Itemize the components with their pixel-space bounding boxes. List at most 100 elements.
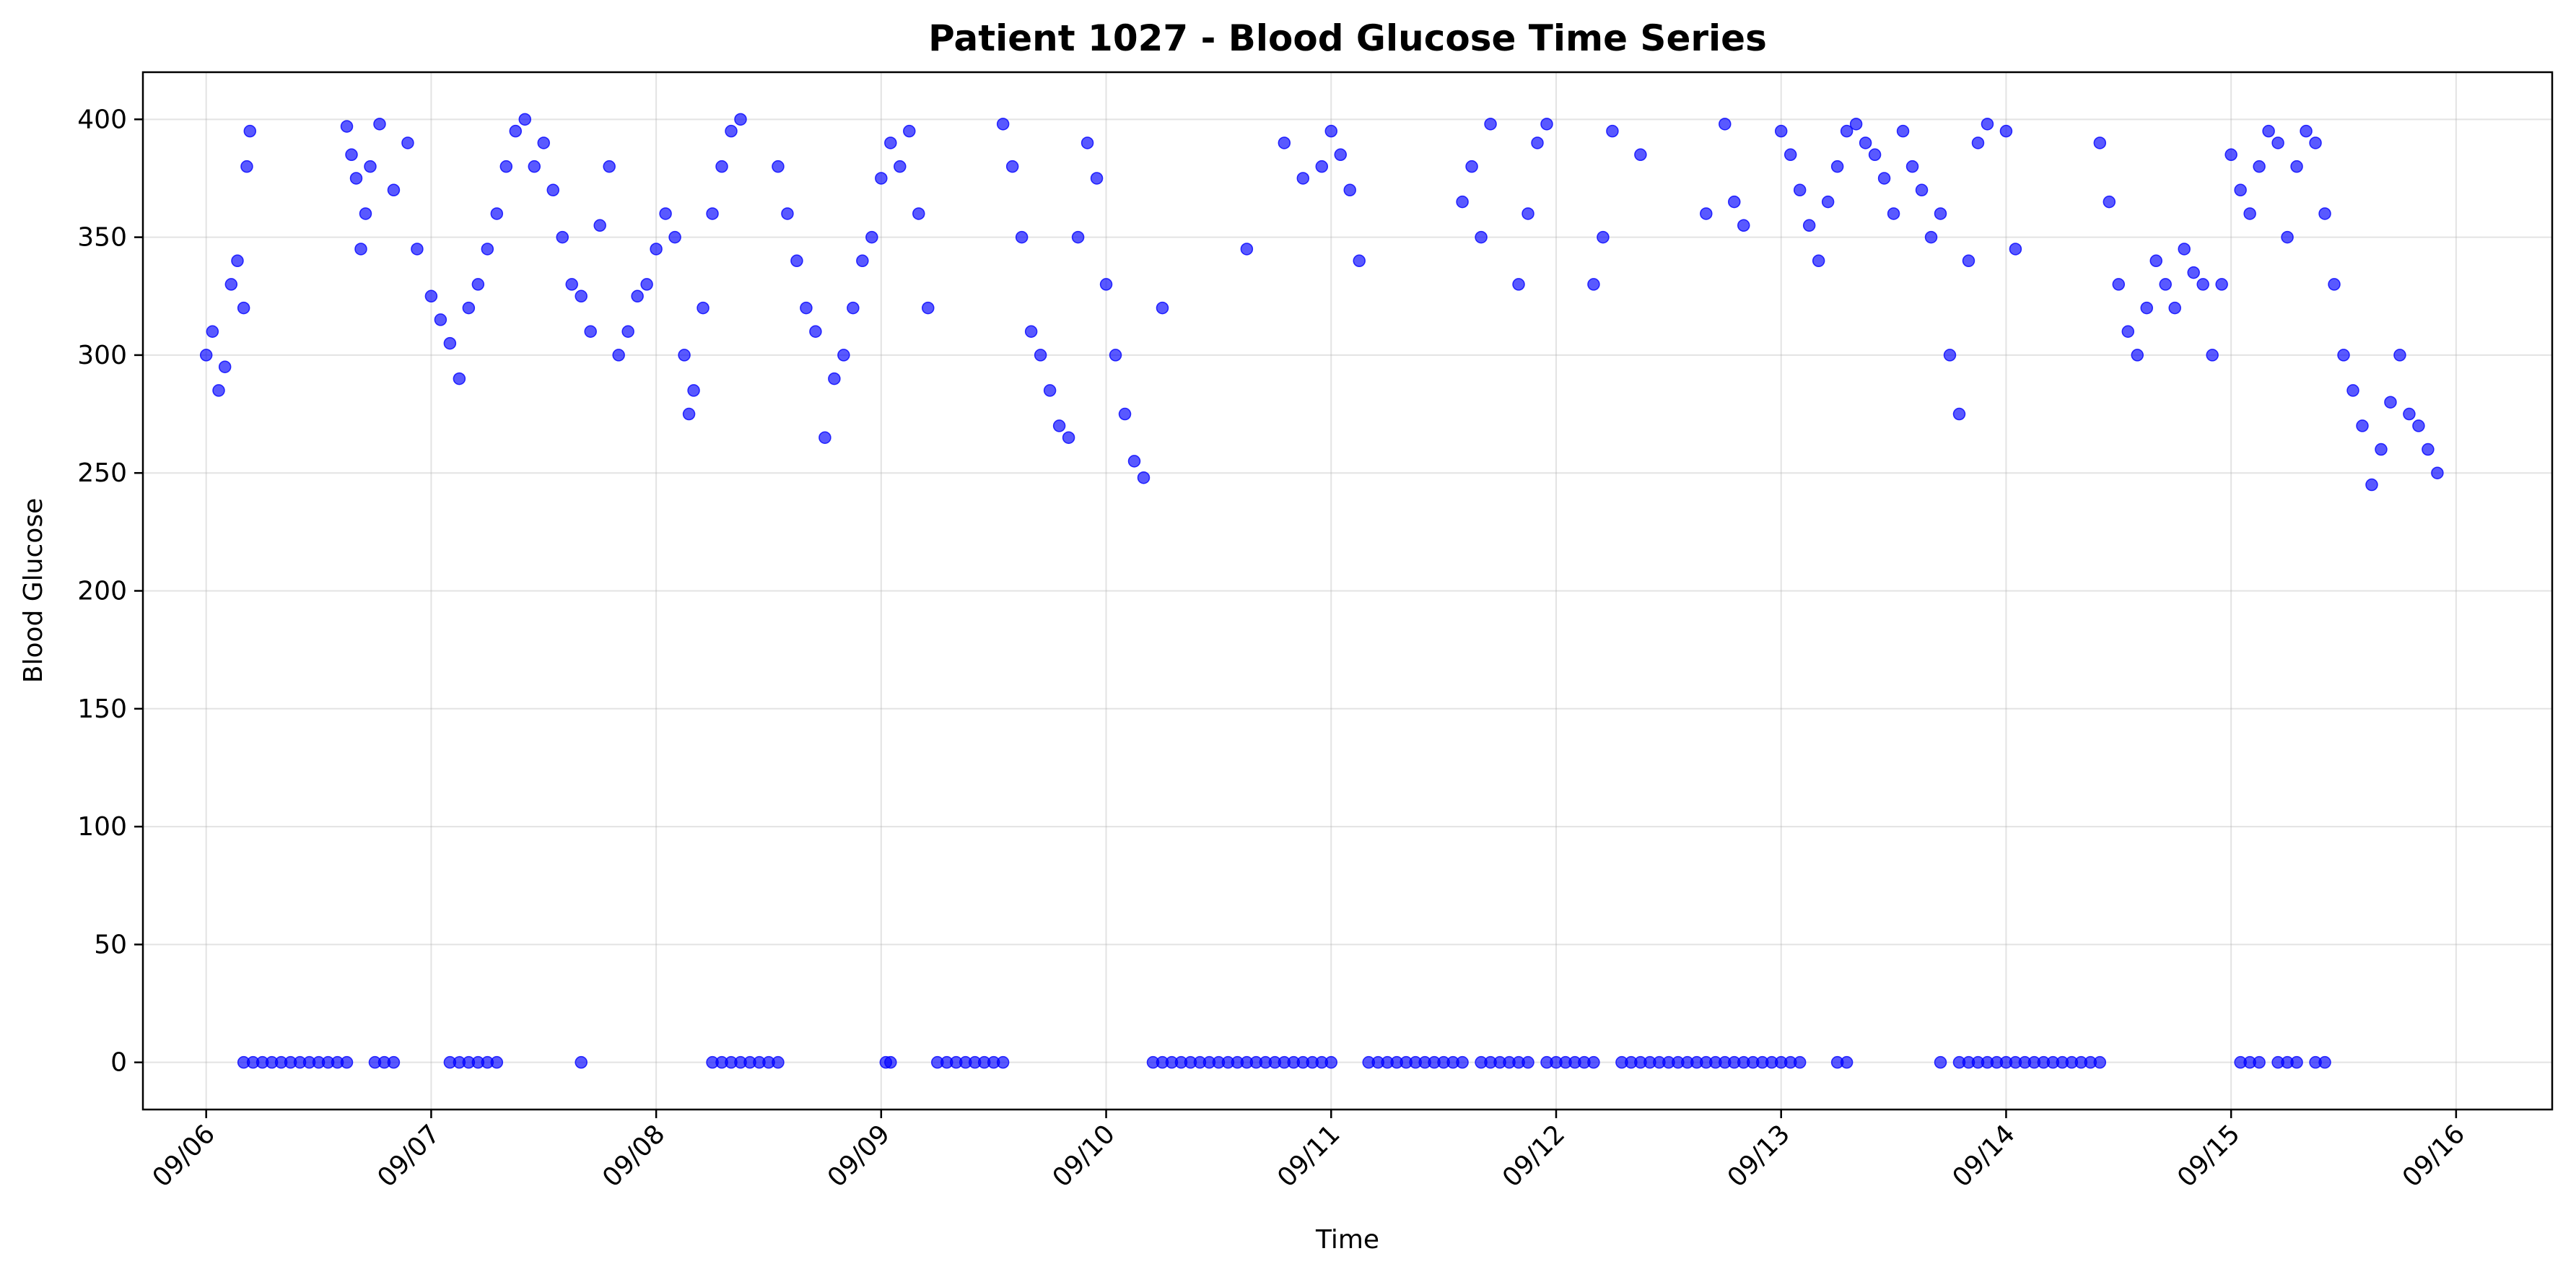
data-point [509,124,523,138]
data-point [631,289,644,303]
y-axis: 0 50 100 150 200 250 300 350 400 [77,105,143,1078]
data-point [856,254,869,268]
data-point [1334,148,1348,162]
data-point [1821,195,1835,209]
data-point [809,325,822,338]
y-tick-label: 100 [77,812,127,842]
data-point [453,372,466,385]
data-point [1934,207,1947,220]
data-point [1999,124,2013,138]
data-point [2253,160,2266,173]
data-point [725,124,738,138]
data-point [1737,219,1750,232]
data-point [2431,466,2444,479]
data-point [884,136,897,149]
data-point [2356,419,2369,432]
data-point [424,289,438,303]
data-point [1062,431,1075,444]
x-axis-label: Time [1315,1225,1379,1255]
data-point [884,1055,897,1069]
data-point [471,278,485,291]
data-point [2149,254,2162,268]
data-point [678,349,691,362]
data-point [1456,1055,1469,1069]
data-point [1934,1055,1947,1069]
data-point [1597,230,1610,244]
data-point [364,160,377,173]
data-point [1793,183,1807,197]
data-point [2103,195,2116,209]
data-point [1465,160,1478,173]
data-point [2412,419,2425,432]
data-point [1587,278,1600,291]
data-point [2262,124,2275,138]
data-point [1512,278,1525,291]
data-point [1719,118,1732,131]
data-point [2243,207,2256,220]
data-point [847,301,860,315]
data-point [903,124,916,138]
data-point [612,349,625,362]
data-point [243,124,257,138]
data-point [790,254,803,268]
data-point [1109,349,1122,362]
data-point [1783,148,1797,162]
data-point [199,349,213,362]
data-point [1324,124,1338,138]
y-tick-label: 250 [77,458,127,488]
data-point [706,207,719,220]
data-point [621,325,634,338]
data-point [2290,160,2303,173]
data-point [2365,478,2378,492]
data-point [828,372,841,385]
data-point [387,183,401,197]
data-point [2318,207,2331,220]
data-point [603,160,616,173]
data-point [1774,124,1788,138]
data-point [1296,172,1310,185]
data-point [734,113,747,126]
data-point [2196,278,2209,291]
data-point [499,160,513,173]
data-point [1080,136,1094,149]
data-point [1877,172,1891,185]
data-point [575,1055,588,1069]
data-point [1728,195,1741,209]
data-point [1278,136,1291,149]
data-point [584,325,597,338]
data-point [2300,124,2313,138]
data-point [2224,148,2237,162]
data-point [1915,183,1929,197]
data-point [1090,172,1104,185]
data-point [2384,396,2397,409]
data-point [1015,230,1029,244]
data-point [682,407,696,421]
data-point [340,120,354,133]
y-tick-label: 300 [77,341,127,370]
y-tick-label: 50 [94,930,127,959]
data-point [715,160,728,173]
data-point [800,301,813,315]
data-point [2168,301,2181,315]
data-point [481,243,494,256]
data-point [1118,407,1132,421]
data-point [1896,124,1910,138]
data-point [1587,1055,1600,1069]
data-point [401,136,414,149]
data-point [1137,471,1151,484]
data-point [1952,407,1966,421]
data-point [1793,1055,1807,1069]
data-point [2393,349,2406,362]
data-point [206,325,219,338]
data-point [1606,124,1619,138]
data-point [1456,195,1469,209]
data-point [1052,419,1066,432]
data-point [1071,230,1085,244]
chart-title: Patient 1027 - Blood Glucose Time Series [928,17,1767,59]
data-point [354,243,367,256]
data-point [2403,407,2416,421]
data-point [2337,349,2350,362]
data-point [411,243,424,256]
data-point [772,160,785,173]
